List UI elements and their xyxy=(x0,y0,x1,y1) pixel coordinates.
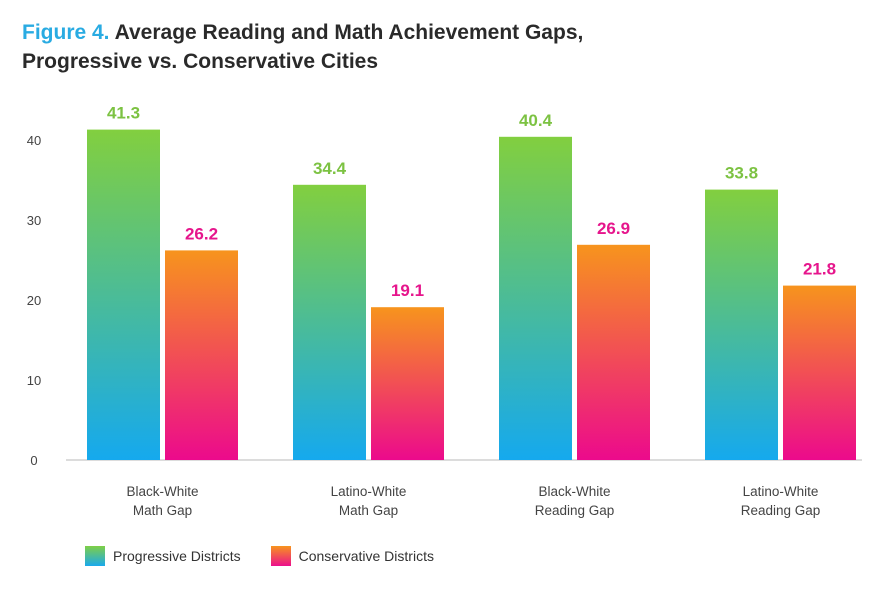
data-label: 21.8 xyxy=(803,260,836,279)
bar-progressive xyxy=(499,136,572,461)
bar-conservative xyxy=(577,244,650,460)
x-tick-label: Math Gap xyxy=(339,503,398,518)
data-label: 34.4 xyxy=(313,159,347,178)
y-tick-label: 10 xyxy=(27,373,41,388)
x-tick-label: Reading Gap xyxy=(535,503,615,518)
y-tick-label: 30 xyxy=(27,213,41,228)
legend-swatch-progressive xyxy=(85,546,105,566)
title-text-1: Average Reading and Math Achievement Gap… xyxy=(114,21,584,44)
title-line-2: Progressive vs. Conservative Cities xyxy=(22,50,379,73)
bar-conservative xyxy=(783,285,856,460)
y-tick-label: 20 xyxy=(27,293,41,308)
y-tick-label: 0 xyxy=(30,453,37,468)
data-label: 33.8 xyxy=(725,164,758,183)
bar-progressive xyxy=(705,189,778,460)
legend-label-progressive: Progressive Districts xyxy=(113,548,241,564)
data-label: 26.2 xyxy=(185,224,218,243)
y-tick-label: 40 xyxy=(27,133,41,148)
x-tick-label: Latino-White xyxy=(743,484,819,499)
data-label: 41.3 xyxy=(107,104,140,123)
data-label: 19.1 xyxy=(391,281,424,300)
chart-title: Figure 4. Average Reading and Math Achie… xyxy=(22,18,583,76)
legend-item-progressive: Progressive Districts xyxy=(85,546,241,566)
legend-item-conservative: Conservative Districts xyxy=(270,546,434,566)
legend-label-conservative: Conservative Districts xyxy=(298,548,434,564)
data-label: 26.9 xyxy=(597,219,630,238)
title-line-1: Figure 4. Average Reading and Math Achie… xyxy=(22,18,583,47)
x-tick-label: Reading Gap xyxy=(741,503,821,518)
x-tick-label: Latino-White xyxy=(331,484,407,499)
bar-conservative xyxy=(165,250,238,460)
legend-swatch-conservative xyxy=(270,546,291,566)
legend: Progressive Districts Conservative Distr… xyxy=(85,546,464,566)
x-tick-label: Math Gap xyxy=(133,503,192,518)
figure-label: Figure 4. xyxy=(22,21,110,44)
x-tick-label: Black-White xyxy=(126,484,198,499)
data-label: 40.4 xyxy=(519,111,553,130)
bar-conservative xyxy=(371,307,444,460)
bar-progressive xyxy=(293,184,366,461)
x-tick-label: Black-White xyxy=(538,484,610,499)
bar-progressive xyxy=(87,129,160,460)
